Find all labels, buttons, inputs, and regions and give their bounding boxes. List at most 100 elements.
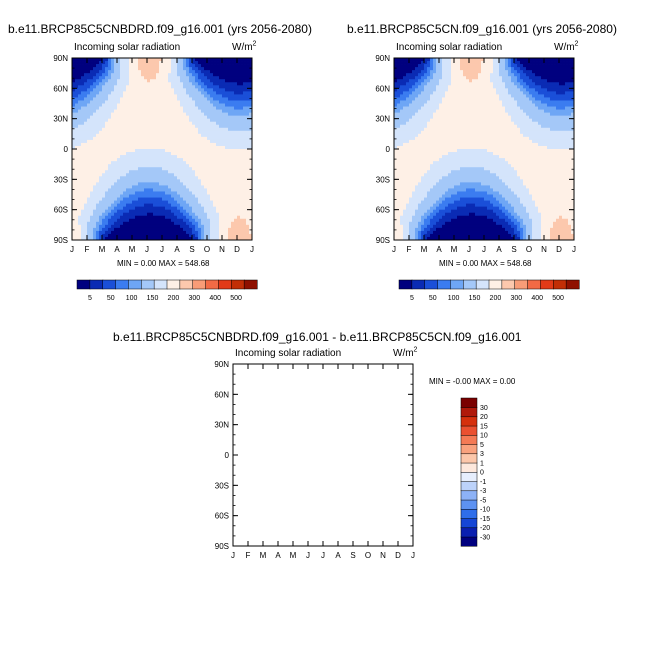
panel1-cell bbox=[75, 209, 79, 214]
panel2-cell bbox=[433, 127, 437, 132]
panel1-ytick-label: 90N bbox=[53, 54, 68, 63]
panel1-cell bbox=[111, 230, 115, 235]
panel1-cell bbox=[81, 61, 85, 65]
panel1-cell bbox=[120, 136, 124, 141]
panel1-cell bbox=[228, 118, 232, 123]
panel1-cell bbox=[165, 133, 169, 138]
panel1-cell bbox=[171, 218, 175, 223]
panel1-cell bbox=[174, 188, 178, 192]
panel1-cell bbox=[180, 176, 184, 180]
panel2-cell bbox=[445, 136, 449, 141]
panel1-cell bbox=[108, 212, 112, 217]
panel1-cell bbox=[84, 67, 88, 71]
panel1-cell bbox=[162, 79, 166, 83]
panel1-cell bbox=[141, 130, 145, 135]
panel1-cell bbox=[192, 76, 196, 80]
panel1-cell bbox=[174, 203, 178, 208]
panel1-cell bbox=[150, 103, 154, 107]
panel1-cell bbox=[177, 91, 181, 95]
panel2-cell bbox=[454, 142, 458, 147]
panel1-cell bbox=[123, 176, 127, 180]
panel1-cell bbox=[153, 145, 157, 150]
panel2-cell bbox=[415, 100, 419, 104]
panel1-ytick-label: 0 bbox=[64, 145, 69, 154]
panel1-cell bbox=[147, 100, 151, 104]
panel1-cell bbox=[243, 236, 247, 241]
panel1-cell bbox=[117, 176, 121, 180]
panel1-cell bbox=[117, 182, 121, 186]
panel2-cell bbox=[400, 179, 404, 183]
panel1-cell bbox=[120, 206, 124, 211]
panel1-cell bbox=[177, 155, 181, 159]
panel2-cell bbox=[412, 124, 416, 129]
panel1-cell bbox=[243, 112, 247, 117]
panel1-cell bbox=[81, 155, 85, 159]
panel1-cell bbox=[249, 73, 253, 77]
panel1-cell bbox=[210, 88, 214, 92]
panel1-cell bbox=[81, 124, 85, 129]
panel1-cell bbox=[75, 194, 79, 198]
panel1-cell bbox=[189, 212, 193, 217]
panel1-cell bbox=[183, 185, 187, 189]
panel2-cell bbox=[433, 76, 437, 80]
panel1-cell bbox=[87, 212, 91, 217]
panel1-cell bbox=[78, 91, 82, 95]
panel1-cell bbox=[93, 167, 97, 171]
panel2-cell bbox=[430, 203, 434, 208]
panel1-cell bbox=[216, 115, 220, 120]
panel1-cell bbox=[105, 206, 109, 211]
panel1-cell bbox=[237, 215, 241, 220]
panel2-cell bbox=[433, 218, 437, 223]
panel1-cell bbox=[108, 127, 112, 132]
panel2-cell bbox=[409, 133, 413, 138]
panel1-cell bbox=[213, 121, 217, 126]
panel2-cell bbox=[400, 127, 404, 132]
panel1-cell bbox=[123, 64, 127, 68]
panel2-cell bbox=[421, 118, 425, 123]
panel1-cell bbox=[72, 61, 76, 65]
panel1-cell bbox=[147, 209, 151, 214]
panel1-cell bbox=[111, 79, 115, 83]
panel1-cell bbox=[129, 112, 133, 117]
panel1-cell bbox=[123, 58, 127, 62]
panel1-cell bbox=[168, 130, 172, 135]
panel1-cell bbox=[168, 85, 172, 89]
panel1-cell bbox=[141, 136, 145, 141]
panel2-cell bbox=[394, 133, 398, 138]
panel2-cell bbox=[454, 212, 458, 217]
panel2-cell bbox=[409, 149, 413, 153]
panel2-cell bbox=[439, 209, 443, 214]
panel1-cell bbox=[93, 115, 97, 120]
panel1-cell bbox=[132, 130, 136, 135]
panel1-colorbar-swatch bbox=[76, 279, 91, 290]
panel1-cell bbox=[240, 152, 244, 156]
panel1-cell bbox=[231, 233, 235, 238]
panel1-cell bbox=[90, 88, 94, 92]
panel1-cell bbox=[153, 64, 157, 68]
panel1-cell bbox=[222, 67, 226, 71]
panel2-cell bbox=[436, 173, 440, 177]
panel1-cell bbox=[87, 127, 91, 132]
panel2-cell bbox=[439, 133, 443, 138]
panel1-cell bbox=[117, 142, 121, 147]
panel1-cell bbox=[186, 161, 190, 165]
panel1-cell bbox=[240, 197, 244, 201]
panel1-cell bbox=[201, 215, 205, 220]
panel1-cell bbox=[168, 185, 172, 189]
panel1-cell bbox=[249, 91, 253, 95]
panel1-cell bbox=[135, 230, 139, 235]
panel1-cell bbox=[75, 173, 79, 177]
panel2-cell bbox=[394, 100, 398, 104]
panel1-cell bbox=[84, 182, 88, 186]
panel2-cell bbox=[412, 109, 416, 113]
panel2-cell bbox=[397, 58, 401, 62]
panel2-cell bbox=[415, 155, 419, 159]
panel1-cell bbox=[123, 155, 127, 159]
panel1-cell bbox=[180, 109, 184, 113]
panel1-cell bbox=[183, 79, 187, 83]
panel1-cell bbox=[228, 82, 232, 86]
panel1-cell bbox=[114, 133, 118, 138]
panel1-cell bbox=[183, 106, 187, 110]
panel2-cell bbox=[397, 221, 401, 226]
panel1-cell bbox=[129, 106, 133, 110]
